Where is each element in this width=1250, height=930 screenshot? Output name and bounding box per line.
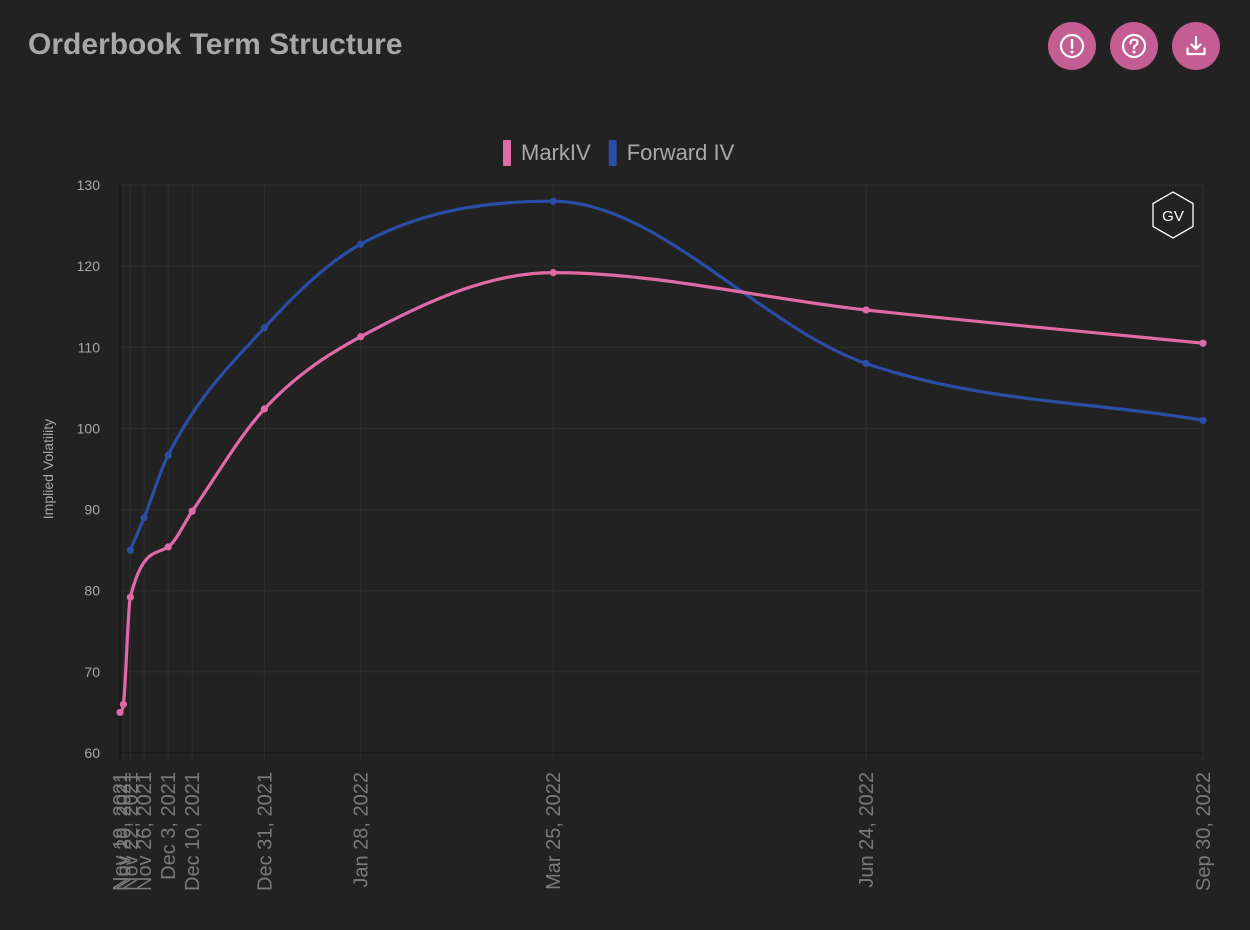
forward-iv-point — [140, 514, 148, 522]
x-tick-label: Nov 22, 2021 — [120, 772, 142, 891]
legend-label-forward-iv: Forward IV — [627, 140, 735, 165]
x-tick-label: Nov 19, 2021 — [110, 772, 132, 891]
markiv-point — [126, 593, 134, 601]
forward-iv-point — [164, 451, 172, 459]
info-alert-button[interactable] — [1048, 22, 1096, 70]
forward-iv-point — [126, 546, 134, 554]
y-tick-label: 100 — [77, 420, 101, 436]
x-tick-label: Sep 30, 2022 — [1193, 772, 1215, 891]
x-tick-label: Nov 20, 2021 — [113, 772, 135, 891]
y-axis-label: Implied Volatility — [40, 419, 56, 519]
x-tick-label: Jun 24, 2022 — [856, 772, 878, 888]
markiv-line — [118, 271, 1205, 714]
chart-grid — [119, 184, 1204, 761]
alert-icon — [1059, 33, 1085, 59]
markiv-point — [164, 543, 172, 551]
x-tick-label: Jan 28, 2022 — [351, 772, 373, 888]
legend-swatch-forward-iv — [608, 140, 617, 166]
x-tick-label: Dec 10, 2021 — [182, 772, 204, 891]
help-icon — [1121, 33, 1147, 59]
y-tick-label: 120 — [77, 258, 101, 274]
chart-series — [116, 197, 1207, 717]
markiv-point — [116, 708, 124, 717]
download-icon — [1186, 35, 1206, 56]
help-button[interactable] — [1110, 22, 1158, 70]
legend-swatch-markiv — [503, 140, 511, 166]
markiv-point — [862, 306, 870, 314]
markiv-point — [549, 269, 557, 277]
y-tick-label: 60 — [84, 745, 100, 761]
markiv-point — [119, 700, 128, 708]
legend-label-markiv: MarkIV — [521, 140, 591, 165]
markiv-point — [260, 405, 268, 413]
y-tick-label: 90 — [84, 502, 100, 518]
x-tick-label: Dec 3, 2021 — [158, 772, 180, 880]
y-tick-label: 110 — [78, 339, 101, 355]
gv-logo: GV — [1152, 191, 1194, 239]
logo-text: GV — [1162, 208, 1184, 225]
chart-legend[interactable]: MarkIV Forward IV — [503, 140, 735, 166]
page-title: Orderbook Term Structure — [28, 28, 403, 61]
forward-iv-point — [549, 197, 557, 205]
x-tick-label: Dec 31, 2021 — [254, 772, 276, 891]
forward-iv-point — [260, 324, 268, 332]
forward-iv-point — [357, 240, 365, 248]
forward-iv-point — [1199, 416, 1207, 424]
x-tick-label: Nov 26, 2021 — [134, 772, 156, 891]
y-tick-label: 80 — [84, 583, 100, 599]
x-tick-label: Mar 25, 2022 — [543, 772, 565, 890]
y-tick-label: 70 — [84, 664, 100, 680]
y-tick-label: 130 — [77, 177, 101, 193]
forward-iv-point — [862, 359, 870, 368]
markiv-point — [1199, 339, 1207, 347]
forward-iv-line — [128, 199, 1205, 552]
download-button[interactable] — [1172, 22, 1220, 70]
markiv-point — [357, 333, 365, 341]
markiv-point — [188, 507, 196, 515]
